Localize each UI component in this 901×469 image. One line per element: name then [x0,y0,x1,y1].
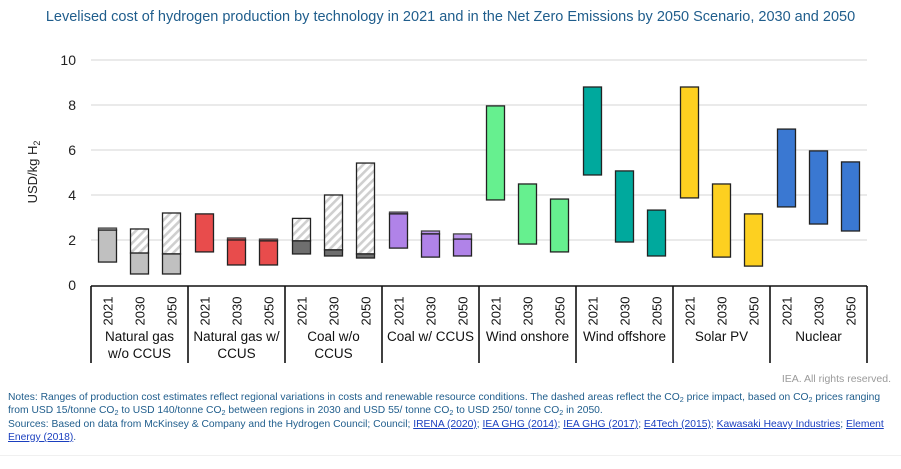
x-tick-year-label: 2021 [198,297,213,326]
co2-price-segment [355,162,376,255]
y-axis-label: USD/kg H2 [25,141,42,204]
cost-range-bar [517,183,538,245]
cost-range-bar [161,253,182,275]
cost-range-bar [291,240,312,255]
cost-range-bar [776,128,797,208]
x-group-label-line: Natural gas [105,329,174,344]
cost-range-bar [485,105,506,201]
x-group-label: Coal w/ CCUS [387,329,474,344]
x-axis: 2021 2030 2050 Natural gas w/o CCUS 2021 2030 2… [90,285,868,363]
cost-range-bar [808,150,829,225]
source-link-iea-ghg-2017[interactable]: IEA GHG (2017) [563,419,639,430]
x-group-label-line: Coal w/o [307,329,360,344]
cost-range-bar [194,213,215,253]
x-tick-year-label: 2021 [586,297,601,326]
cost-range-bar [646,209,667,257]
cost-range-bar [129,252,150,275]
cost-range-bar [679,86,700,199]
co2-price-segment [161,212,182,255]
source-link-irena-2020[interactable]: IRENA (2020) [413,419,477,430]
cost-range-bar [420,233,441,258]
x-tick-year-label: 2021 [392,297,407,326]
gridlines [91,59,867,241]
cost-range-bar [549,198,570,253]
sources-text: Sources: Based on data from McKinsey & C… [8,419,884,443]
x-group-label-line: Wind offshore [583,329,666,344]
co2-price-segment [323,194,344,251]
source-link-element-energy-2018[interactable]: Element Energy (2018) [8,419,884,443]
x-tick-year-label: 2021 [780,297,795,326]
notes-text: Notes: Ranges of production cost estimat… [8,392,881,417]
source-link-kawasaki[interactable]: Kawasaki Heavy Industries [716,419,841,430]
x-tick-year-label: 2050 [553,297,568,326]
x-tick-year-label: 2050 [262,297,277,326]
x-tick-year-label: 2030 [230,297,245,326]
bars [97,86,861,275]
x-tick-year-label: 2050 [165,297,180,326]
x-tick-year-label: 2050 [844,297,859,326]
chart-title: Levelised cost of hydrogen production by… [45,9,856,25]
x-tick-year-label: 2030 [715,297,730,326]
x-group-label: Natural gas w/CCUS [193,329,280,361]
x-tick-year-label: 2030 [133,297,148,326]
chart-plot: 0 2 4 6 8 10 USD/kg H2 2021 2030 2050 Natural ga… [25,52,868,363]
y-tick-label: 6 [68,142,76,158]
x-tick-year-label: 2030 [812,297,827,326]
x-group-label: Solar PV [695,329,748,344]
cost-range-bar [226,239,247,266]
source-link-e4tech-2015[interactable]: E4Tech (2015) [643,419,711,430]
cost-range-bar [258,240,279,266]
x-group-label: Wind onshore [486,329,569,344]
x-tick-year-label: 2021 [489,297,504,326]
copyright-notice: IEA. All rights reserved. [781,373,891,385]
cost-range-bar [711,183,732,258]
y-tick-label: 0 [68,277,76,293]
x-group-label-line: Wind onshore [486,329,569,344]
x-tick-year-label: 2050 [650,297,665,326]
footer-divider [0,455,901,456]
x-group-label-line: CCUS [217,346,255,361]
notes-section: Notes: Ranges of production cost estimat… [8,391,893,445]
x-tick-year-label: 2030 [618,297,633,326]
x-tick-year-label: 2050 [456,297,471,326]
x-group-label: Wind offshore [583,329,666,344]
cost-range-bar [614,170,635,243]
x-tick-year-label: 2030 [424,297,439,326]
x-group-label: Natural gas w/o CCUS [105,329,174,361]
cost-range-bar [840,161,861,232]
cost-range-bar [323,249,344,257]
y-tick-label: 10 [60,52,76,68]
y-tick-label: 8 [68,97,76,113]
cost-range-bar [355,253,376,259]
source-link-iea-ghg-2014[interactable]: IEA GHG (2014) [482,419,558,430]
cost-range-bar [743,213,764,267]
x-tick-year-label: 2021 [683,297,698,326]
x-tick-year-label: 2021 [295,297,310,326]
x-group-label: Nuclear [795,329,842,344]
x-group-label-line: Natural gas w/ [193,329,280,344]
x-group-label-line: Coal w/ CCUS [387,329,474,344]
x-group-label-line: CCUS [314,346,352,361]
y-tick-label: 4 [68,187,76,203]
x-tick-year-label: 2050 [359,297,374,326]
cost-range-bar [452,238,473,257]
x-tick-year-label: 2030 [521,297,536,326]
x-group-label: Coal w/o CCUS [307,329,360,361]
co2-price-segment [452,233,473,240]
co2-price-segment [291,217,312,242]
y-tick-label: 2 [68,232,76,248]
y-axis-ticks: 0 2 4 6 8 10 [60,52,76,293]
x-tick-year-label: 2030 [327,297,342,326]
x-tick-year-label: 2050 [747,297,762,326]
x-group-label-line: w/o CCUS [107,346,171,361]
x-tick-year-label: 2021 [101,297,116,326]
co2-price-segment [129,228,150,254]
cost-range-bar [97,229,118,263]
cost-range-bar [582,86,603,176]
x-group-label-line: Solar PV [695,329,748,344]
x-group-label-line: Nuclear [795,329,842,344]
cost-range-bar [388,213,409,249]
